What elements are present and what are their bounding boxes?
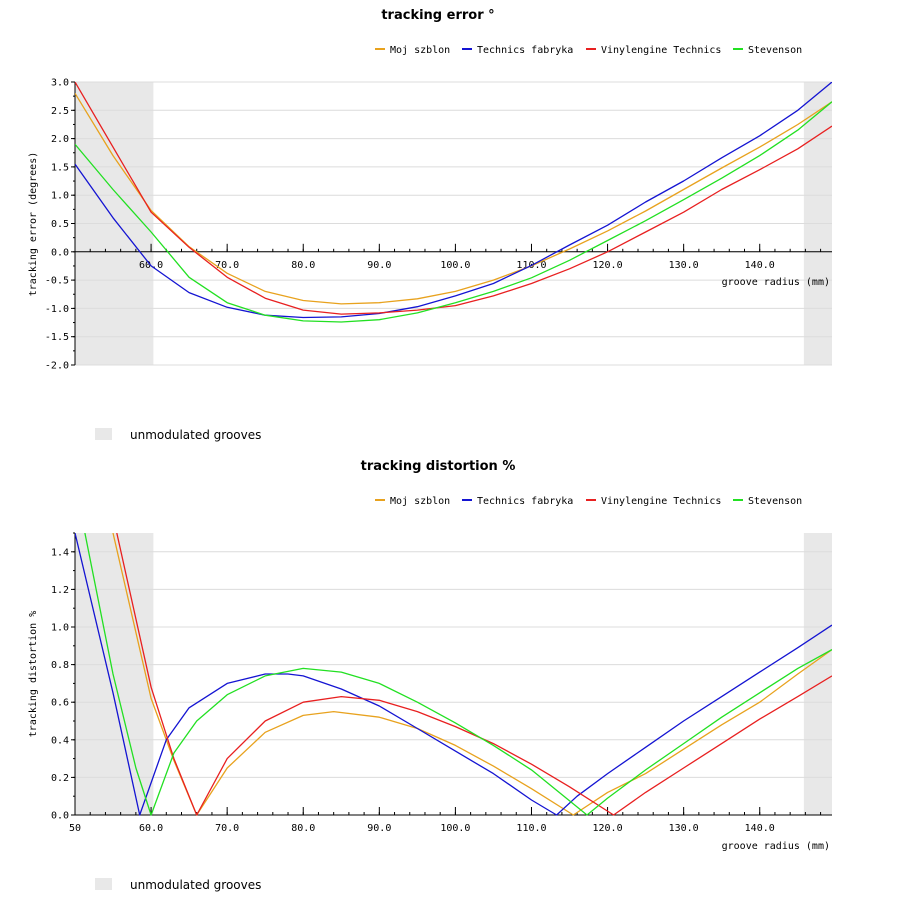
x-tick-label: 60.0 — [139, 823, 163, 834]
shaded-regions — [75, 533, 832, 815]
legend-label: Technics fabryka — [477, 496, 573, 507]
legend-label: Stevenson — [748, 496, 802, 507]
y-tick-label: 2.0 — [51, 134, 69, 145]
y-tick-label: 0.0 — [51, 811, 69, 822]
y-axis-label: tracking distortion % — [28, 611, 39, 737]
y-tick-label: 1.2 — [51, 585, 69, 596]
x-tick-label: 70.0 — [215, 823, 239, 834]
series-line-stevenson — [75, 101, 832, 323]
gridlines — [75, 81, 832, 366]
legend-label: Technics fabryka — [477, 45, 573, 56]
tracking-distortion-chart: tracking distortion % Moj szblon Technic… — [28, 459, 832, 892]
series-line-moj-szblon — [75, 92, 832, 305]
series-lines — [75, 533, 832, 816]
unmodulated-label: unmodulated grooves — [130, 878, 261, 892]
gridlines — [75, 551, 832, 816]
x-tick-label: 130.0 — [669, 260, 699, 271]
legend-label: Moj szblon — [390, 496, 450, 507]
legend: Moj szblon Technics fabryka Vinylengine … — [375, 496, 802, 507]
y-tick-label: -0.5 — [45, 276, 69, 287]
y-tick-label: 0.5 — [51, 219, 69, 230]
series-line-technics-fabryka — [75, 533, 832, 816]
x-tick-label: 80.0 — [291, 260, 315, 271]
axes: 3.02.52.01.51.00.50.0-0.5-1.0-1.5-2.060.… — [45, 78, 832, 372]
legend-label: Vinylengine Technics — [601, 45, 721, 56]
unmodulated-swatch — [95, 878, 112, 890]
x-tick-label: 70.0 — [215, 260, 239, 271]
unmodulated-region — [75, 533, 154, 815]
axes: 1.4 1.2 1.0 0.8 0.6 0.4 0.2 0.050 60.0 70.0 80.0 90… — [51, 532, 832, 834]
y-tick-label: 1.4 — [51, 547, 69, 558]
tracking-error-chart: tracking error ° Moj szblon Technics fab… — [28, 8, 832, 442]
y-tick-label: 0.2 — [51, 773, 69, 784]
series-lines — [75, 82, 832, 323]
y-tick-label: 0.6 — [51, 698, 69, 709]
x-tick-label: 80.0 — [291, 823, 315, 834]
y-tick-label: 2.5 — [51, 106, 69, 117]
x-axis-label: groove radius (mm) — [722, 277, 830, 288]
y-tick-label: -1.0 — [45, 304, 69, 315]
legend: Moj szblon Technics fabryka Vinylengine … — [375, 45, 802, 56]
y-tick-label: 1.0 — [51, 623, 69, 634]
y-tick-label: 0.4 — [51, 735, 69, 746]
series-line-vinylengine-technics — [75, 82, 832, 315]
x-tick-label: 90.0 — [367, 823, 391, 834]
series-line-moj-szblon — [112, 533, 832, 816]
x-tick-label: 110.0 — [516, 823, 546, 834]
x-tick-label: 100.0 — [440, 260, 470, 271]
x-tick-label: 100.0 — [440, 823, 470, 834]
y-axis-label: tracking error (degrees) — [28, 152, 39, 297]
y-tick-label: 1.0 — [51, 191, 69, 202]
unmodulated-label: unmodulated grooves — [130, 428, 261, 442]
x-tick-label: 140.0 — [745, 260, 775, 271]
unmodulated-region — [803, 533, 832, 815]
chart-title: tracking distortion % — [361, 459, 516, 474]
x-tick-label: 140.0 — [745, 823, 775, 834]
y-tick-label: 1.5 — [51, 162, 69, 173]
x-tick-label: 130.0 — [669, 823, 699, 834]
series-line-technics-fabryka — [75, 82, 832, 319]
unmodulated-swatch — [95, 428, 112, 440]
x-tick-label: 50 — [69, 823, 81, 834]
x-axis-label: groove radius (mm) — [722, 841, 830, 852]
y-tick-label: 3.0 — [51, 78, 69, 89]
series-line-stevenson — [84, 533, 832, 816]
legend-label: Vinylengine Technics — [601, 496, 721, 507]
chart-title: tracking error ° — [381, 8, 494, 23]
x-tick-label: 90.0 — [367, 260, 391, 271]
y-tick-label: 0.0 — [51, 247, 69, 258]
legend-label: Stevenson — [748, 45, 802, 56]
y-tick-label: -1.5 — [45, 332, 69, 343]
x-tick-label: 120.0 — [593, 260, 623, 271]
y-tick-label: 0.8 — [51, 660, 69, 671]
series-line-vinylengine-technics — [116, 533, 832, 816]
legend-label: Moj szblon — [390, 45, 450, 56]
y-tick-label: -2.0 — [45, 361, 69, 372]
x-tick-label: 120.0 — [593, 823, 623, 834]
